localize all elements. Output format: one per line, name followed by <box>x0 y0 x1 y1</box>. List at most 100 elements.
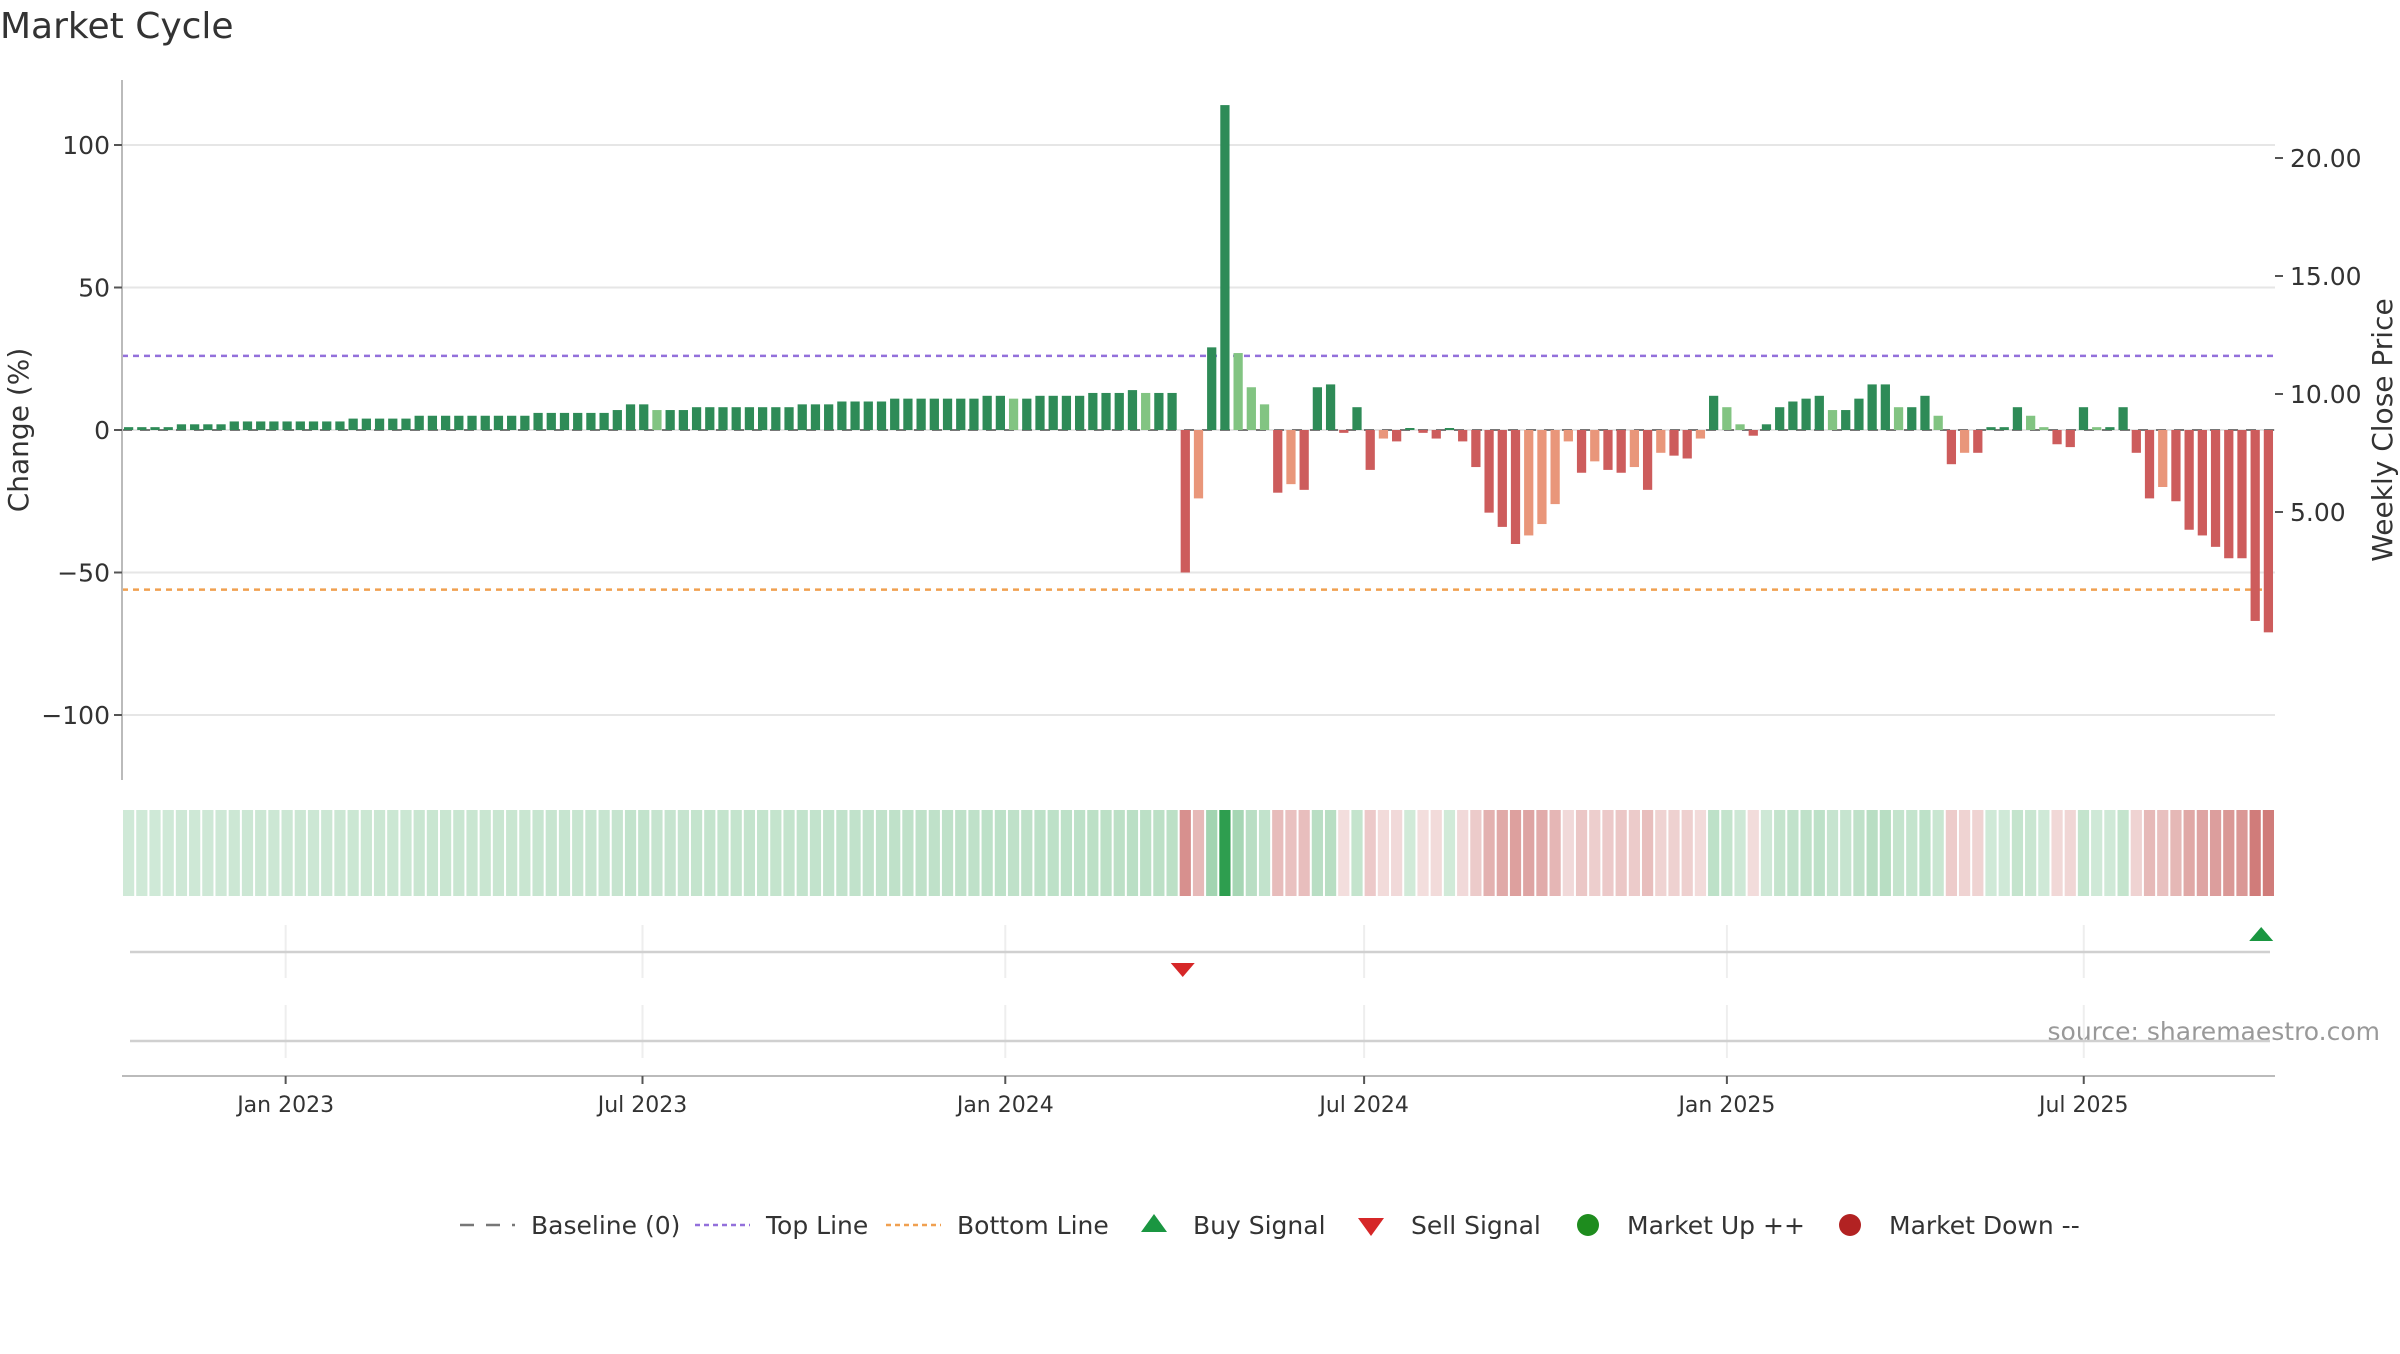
heat-cell <box>1021 810 1033 896</box>
change-bar <box>784 407 794 430</box>
change-bar <box>956 398 966 430</box>
change-bar <box>1101 392 1111 430</box>
heat-cell <box>492 810 505 896</box>
heat-cell <box>1919 810 1931 896</box>
heat-cell <box>730 810 742 896</box>
heat-cell <box>1206 810 1218 896</box>
change-bar <box>467 415 477 430</box>
heat-cell <box>1575 810 1588 896</box>
change-bar <box>2250 430 2260 621</box>
heat-cell <box>1047 810 1059 896</box>
heat-cell <box>849 810 861 896</box>
change-bar <box>1959 430 1970 453</box>
change-bar <box>216 424 226 430</box>
axes: 100 50 0 −50 −100 20.00 15.00 10.00 5.00 <box>41 80 2362 780</box>
heat-cell <box>466 810 478 896</box>
y2-tick-label: 15.00 <box>2290 262 2362 291</box>
heat-cell <box>347 810 359 896</box>
change-bar <box>1537 430 1547 525</box>
change-bar <box>1986 427 1996 430</box>
heat-cell <box>915 810 927 896</box>
legend-label-market-down: Market Down -- <box>1889 1211 2080 1240</box>
change-bar <box>1233 353 1243 430</box>
change-bar <box>2184 430 2194 530</box>
heat-cell <box>387 810 399 896</box>
heat-cell <box>532 810 544 896</box>
change-bar <box>903 398 913 430</box>
change-bar <box>1088 392 1098 430</box>
heat-cell <box>558 810 571 896</box>
y2-axis-label: Weekly Close Price <box>2366 298 2399 561</box>
heat-cell <box>228 810 240 896</box>
heat-cell <box>1998 810 2010 896</box>
heat-cell <box>202 810 214 896</box>
heat-cell <box>2051 810 2063 896</box>
heat-cell <box>2170 810 2182 896</box>
heat-cell <box>1787 810 1799 896</box>
change-bar <box>837 401 847 430</box>
change-bar <box>348 418 358 430</box>
change-bar <box>1524 430 1534 536</box>
bar-series <box>123 105 2274 633</box>
change-bar <box>718 407 728 430</box>
change-bar <box>546 412 556 430</box>
change-bar <box>454 415 464 430</box>
change-bar <box>2118 407 2128 430</box>
y2-tick-label: 20.00 <box>2290 144 2362 173</box>
heat-cell <box>1007 810 1020 896</box>
heat-cell <box>360 810 372 896</box>
change-bar <box>137 427 147 430</box>
heat-cell <box>162 810 174 896</box>
heat-cell <box>624 810 637 896</box>
heat-cell <box>1958 810 1971 896</box>
heat-cell <box>902 810 914 896</box>
heat-cell <box>1800 810 1812 896</box>
change-bar <box>427 415 438 430</box>
change-bar <box>1656 430 1666 453</box>
heat-cell <box>717 810 729 896</box>
heat-cell <box>1866 810 1878 896</box>
heat-cell <box>426 810 439 896</box>
change-bar <box>2052 430 2062 445</box>
change-bar <box>1392 430 1402 442</box>
change-bar <box>942 398 953 430</box>
change-bar <box>876 401 887 430</box>
change-bar <box>705 407 715 430</box>
change-bar <box>1550 430 1560 505</box>
change-bar <box>586 412 596 430</box>
heat-cell <box>1430 810 1442 896</box>
heat-cell <box>1734 810 1746 896</box>
change-bar <box>1629 430 1640 468</box>
change-bar <box>2224 430 2234 559</box>
heat-cell <box>1153 810 1165 896</box>
heat-cell <box>1760 810 1773 896</box>
heat-cell <box>1232 810 1244 896</box>
change-bar <box>1775 407 1785 430</box>
heat-cell <box>1087 810 1099 896</box>
legend-label-market-up: Market Up ++ <box>1627 1211 1805 1240</box>
heat-cell <box>809 810 822 896</box>
change-bar <box>1180 430 1190 573</box>
change-bar <box>1273 430 1283 493</box>
legend: Baseline (0) Top Line Bottom Line Buy Signa… <box>460 1211 2080 1240</box>
heat-cell <box>1324 810 1337 896</box>
change-bar <box>1405 428 1415 430</box>
heat-cell <box>294 810 306 896</box>
heat-cell <box>1100 810 1112 896</box>
buy-signal-marker <box>2249 927 2274 941</box>
heat-cell <box>796 810 808 896</box>
change-bar <box>678 410 688 430</box>
heat-cell <box>1549 810 1561 896</box>
heat-cell <box>1258 810 1271 896</box>
heat-cell <box>1364 810 1376 896</box>
heat-cell <box>2091 810 2103 896</box>
change-bar <box>1920 395 1930 430</box>
legend-buy-signal-icon <box>1141 1214 1167 1232</box>
change-bar <box>1735 424 1745 430</box>
legend-label-baseline: Baseline (0) <box>531 1211 680 1240</box>
heat-cell <box>1840 810 1852 896</box>
reference-lines <box>122 354 2275 591</box>
change-bar <box>2263 430 2274 633</box>
heat-cell <box>2117 810 2129 896</box>
x-tick-label: Jul 2024 <box>1317 1093 1409 1118</box>
